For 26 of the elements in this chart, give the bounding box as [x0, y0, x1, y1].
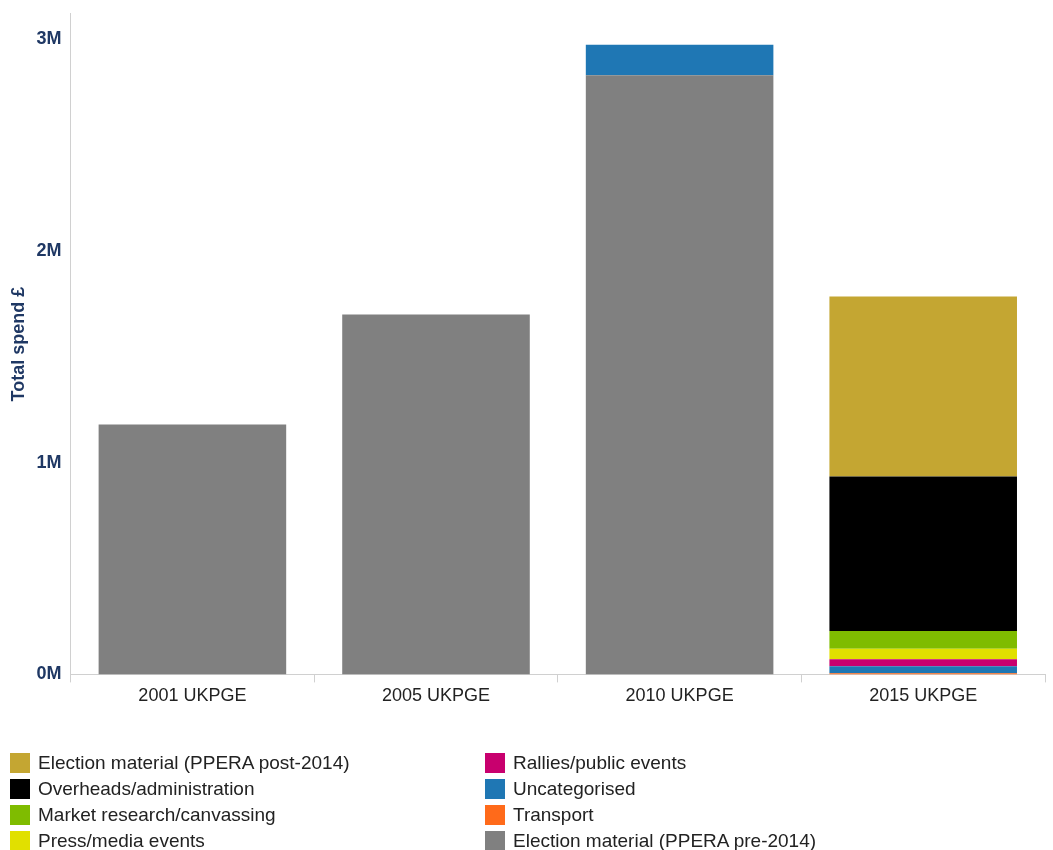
legend-label: Uncategorised [513, 778, 636, 800]
y-tick-label: 1M [36, 451, 62, 472]
y-tick-label: 0M [36, 663, 62, 684]
x-tick-label: 2001 UKPGE [138, 685, 247, 706]
bar [829, 476, 1017, 631]
x-tick-label: 2015 UKPGE [869, 685, 978, 706]
x-tick-label: 2005 UKPGE [381, 685, 491, 706]
x-tick-label: 2010 UKPGE [625, 685, 734, 706]
bar [342, 314, 530, 675]
bar [829, 296, 1017, 477]
legend-label: Market research/canvassing [38, 804, 276, 826]
legend-label: Election material (PPERA post-2014) [38, 752, 350, 774]
bar [585, 75, 774, 675]
bar [829, 631, 1017, 649]
bar [829, 659, 1017, 667]
bar [98, 424, 287, 675]
y-tick-label: 2M [36, 239, 62, 260]
bar [829, 666, 1017, 674]
y-tick-label: 3M [36, 28, 62, 49]
bar [829, 648, 1017, 660]
legend-label: Transport [513, 804, 594, 826]
legend-label: Rallies/public events [513, 752, 687, 774]
legend-label: Overheads/administration [38, 778, 255, 800]
legend-label: Press/media events [38, 830, 205, 850]
y-axis-title: Total spend £ [7, 286, 28, 402]
bar [585, 44, 774, 76]
